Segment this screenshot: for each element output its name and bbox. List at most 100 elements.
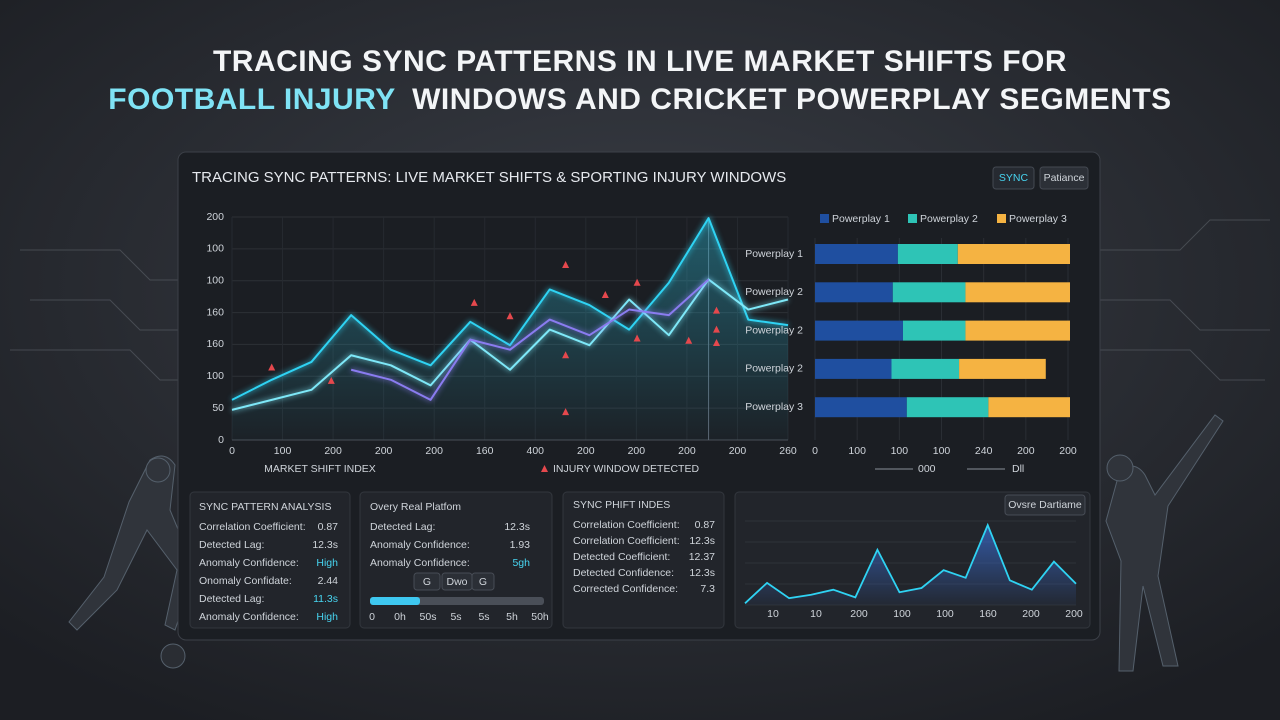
x-tick-label: 200	[678, 445, 696, 457]
row-label: Corrected Confidence:	[573, 583, 678, 595]
x-tick-label: 200	[850, 608, 868, 620]
line-series	[231, 217, 789, 401]
row-label: Anomaly Confidence:	[199, 611, 299, 623]
slider-label: 5s	[478, 611, 489, 623]
bar-segment	[815, 282, 893, 303]
x-tick-label: 260	[779, 445, 797, 457]
injury-marker	[601, 291, 609, 299]
toggle-button-label[interactable]: SYNC	[999, 172, 1029, 184]
row-value: 0.87	[318, 521, 339, 533]
bar-segment	[897, 244, 958, 264]
row-value: 12.3s	[504, 521, 530, 533]
bar-segment	[965, 282, 1070, 303]
card-button-label[interactable]: Ovsre Dartiame	[1008, 499, 1082, 511]
injury-marker	[713, 325, 721, 333]
x-tick-label: 10	[767, 608, 779, 620]
y-tick-label: 160	[206, 338, 224, 350]
slider-label: 50h	[531, 611, 549, 623]
slider-fill[interactable]	[370, 597, 420, 605]
marker-legend-label: INJURY WINDOW DETECTED	[553, 463, 699, 475]
x-tick-label: 160	[476, 445, 494, 457]
x-tick-label: 200	[1022, 608, 1040, 620]
row-value: 0.87	[695, 519, 716, 531]
x-tick-label: 200	[425, 445, 443, 457]
mini-button-label[interactable]: G	[479, 576, 487, 588]
x-tick-label: 100	[891, 445, 909, 457]
card	[562, 491, 725, 629]
x-tick-label: 200	[324, 445, 342, 457]
row-value: 12.37	[689, 551, 715, 563]
x-tick-label: 100	[848, 445, 866, 457]
card-title: Overy Real Platfom	[370, 501, 461, 513]
toggle-button-label[interactable]: Patiance	[1044, 172, 1085, 184]
headline-line-2: FOOTBALL INJURY WINDOWS AND CRICKET POWE…	[108, 83, 1171, 116]
row-value: 12.3s	[689, 535, 715, 547]
x-axis-label: MARKET SHIFT INDEX	[264, 463, 376, 475]
slider-label: 5s	[450, 611, 461, 623]
x-tick-label: 100	[274, 445, 292, 457]
y-tick-label: 100	[206, 370, 224, 382]
mini-button-label[interactable]: Dwo	[446, 576, 467, 588]
row-value: 12.3s	[312, 539, 338, 551]
bar-segment	[815, 358, 892, 379]
slider-label: 0	[369, 611, 375, 623]
bar-segment	[902, 320, 966, 341]
x-tick-label: 200	[729, 445, 747, 457]
legend-swatch	[908, 214, 917, 223]
x-tick-label: 200	[1059, 445, 1077, 457]
headline-highlight: FOOTBALL INJURY	[108, 83, 395, 116]
category-label: Powerplay 2	[745, 286, 803, 298]
legend-marker	[541, 465, 548, 472]
row-label: Detected Lag:	[199, 539, 264, 551]
mini-button-label[interactable]: G	[423, 576, 431, 588]
bar-segment	[815, 397, 907, 418]
injury-marker	[268, 363, 276, 371]
mini-area	[745, 525, 1076, 605]
x-tick-label: 0	[229, 445, 235, 457]
area-fill	[232, 218, 788, 440]
category-label: Powerplay 2	[745, 324, 803, 336]
row-value: 2.44	[318, 575, 339, 587]
bar-segment	[965, 320, 1070, 341]
mini-button[interactable]	[413, 572, 441, 591]
card-title: SYNC PHIFT INDES	[573, 499, 670, 511]
category-label: Powerplay 2	[745, 363, 803, 375]
panel-title: TRACING SYNC PATTERNS: LIVE MARKET SHIFT…	[192, 169, 786, 186]
category-label: Powerplay 1	[745, 248, 803, 260]
row-label: Anomaly Confidence:	[370, 557, 470, 569]
bar-segment	[892, 282, 966, 303]
row-value: 7.3	[700, 583, 715, 595]
row-label: Anomaly Confidence:	[199, 557, 299, 569]
injury-marker	[562, 408, 570, 416]
mini-line	[744, 522, 1077, 604]
row-label: Detected Lag:	[199, 593, 264, 605]
row-label: Correlation Coefficient:	[573, 519, 680, 531]
headline-rest: WINDOWS AND CRICKET POWERPLAY SEGMENTS	[412, 83, 1172, 116]
y-tick-label: 160	[206, 306, 224, 318]
y-tick-label: 0	[218, 434, 224, 446]
row-value: 12.3s	[689, 567, 715, 579]
toggle-button[interactable]	[1039, 166, 1089, 190]
row-label: Onomaly Confidate:	[199, 575, 292, 587]
row-label: Anomaly Confidence:	[370, 539, 470, 551]
card-button[interactable]	[1004, 494, 1086, 516]
line-series	[231, 278, 789, 411]
injury-marker	[633, 278, 641, 286]
injury-marker	[470, 298, 478, 306]
x-tick-label: 200	[577, 445, 595, 457]
category-label: Powerplay 3	[745, 401, 803, 413]
y-tick-label: 100	[206, 243, 224, 255]
row-label: Correlation Coefficient:	[573, 535, 680, 547]
row-label: Correlation Coefficient:	[199, 521, 306, 533]
row-value: 1.93	[510, 539, 531, 551]
slider-label: 0h	[394, 611, 406, 623]
slider-label: 5h	[506, 611, 518, 623]
injury-marker	[506, 312, 514, 320]
injury-marker	[327, 376, 335, 384]
toggle-button[interactable]	[992, 166, 1035, 190]
bar-segment	[906, 397, 989, 418]
mini-button[interactable]	[471, 572, 495, 591]
legend-label: Dll	[1012, 463, 1024, 475]
player-silhouettes	[68, 414, 1224, 672]
